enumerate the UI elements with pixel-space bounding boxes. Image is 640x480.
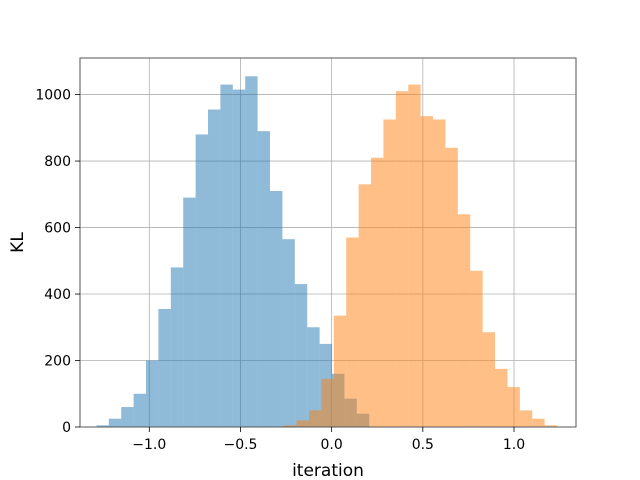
y-tick-label: 200 bbox=[44, 354, 71, 370]
x-tick-label: 0.0 bbox=[321, 437, 343, 453]
histogram-bar-series-2 bbox=[482, 332, 496, 427]
histogram-bar-series-1 bbox=[146, 360, 159, 427]
histogram-bar-series-2 bbox=[532, 418, 545, 427]
histogram-bar-series-1 bbox=[232, 89, 246, 427]
histogram-bar-series-2 bbox=[433, 119, 446, 427]
axis-ticks: −1.0 −0.5 0.0 0.5 1.0 0 200 400 600 800 1000 bbox=[35, 88, 525, 453]
plot-frame bbox=[79, 57, 577, 428]
y-tick-label: 0 bbox=[62, 420, 71, 436]
x-tick-label: 0.5 bbox=[412, 437, 434, 453]
histogram-bar-series-2 bbox=[309, 410, 322, 427]
histogram-bar-series-1 bbox=[108, 418, 122, 427]
histogram-bar-series-1 bbox=[257, 131, 271, 427]
histogram-bar-series-2 bbox=[321, 378, 334, 427]
x-axis-label: iteration bbox=[292, 461, 364, 480]
histogram-bar-series-2 bbox=[333, 315, 347, 427]
histogram-bar-series-2 bbox=[495, 368, 508, 427]
histogram-bar-series-1 bbox=[170, 267, 184, 427]
histogram-bar-series-1 bbox=[294, 284, 308, 427]
histogram-bar-series-1 bbox=[96, 425, 109, 427]
histogram-bar-series-2 bbox=[507, 387, 520, 427]
histogram-bar-series-1 bbox=[133, 393, 147, 427]
histogram-bar-series-1 bbox=[183, 197, 196, 427]
histogram-bar-series-2 bbox=[445, 147, 458, 427]
histogram-bar-series-1 bbox=[282, 239, 295, 427]
x-tick-label: −0.5 bbox=[223, 437, 257, 453]
histogram-bar-series-1 bbox=[195, 134, 209, 427]
histogram-bar-series-1 bbox=[245, 76, 258, 427]
histogram-bar-series-2 bbox=[544, 425, 558, 427]
histogram-bar-series-1 bbox=[270, 190, 283, 427]
histogram-bar-series-2 bbox=[358, 184, 372, 427]
y-tick-label: 400 bbox=[44, 287, 71, 303]
histogram-bar-series-2 bbox=[470, 270, 483, 427]
histogram-bar-series-2 bbox=[284, 425, 297, 427]
histogram-bar-series-1 bbox=[208, 109, 221, 427]
histogram-bar-series-2 bbox=[519, 410, 533, 427]
x-tick-label: 1.0 bbox=[503, 437, 525, 453]
histogram-bar-series-2 bbox=[420, 116, 434, 428]
histogram-bar-series-2 bbox=[371, 157, 384, 427]
y-tick-label: 800 bbox=[44, 154, 71, 170]
histogram-bar-series-1 bbox=[307, 327, 320, 427]
histogram-bar-series-2 bbox=[457, 214, 471, 427]
histogram-bar-series-2 bbox=[395, 91, 409, 428]
y-tick-label: 600 bbox=[44, 221, 71, 237]
histogram-bars bbox=[96, 76, 558, 428]
x-tick-label: −1.0 bbox=[132, 437, 166, 453]
histogram-bar-series-2 bbox=[346, 237, 359, 427]
y-axis-label: KL bbox=[8, 232, 28, 253]
histogram-bar-series-1 bbox=[121, 407, 134, 427]
histogram-bar-series-1 bbox=[158, 308, 171, 427]
histogram-bar-series-2 bbox=[296, 420, 310, 427]
y-tick-label: 1000 bbox=[35, 88, 71, 104]
histogram-bar-series-2 bbox=[383, 119, 396, 427]
histogram-bar-series-2 bbox=[408, 84, 421, 427]
histogram-bar-series-1 bbox=[220, 84, 233, 427]
